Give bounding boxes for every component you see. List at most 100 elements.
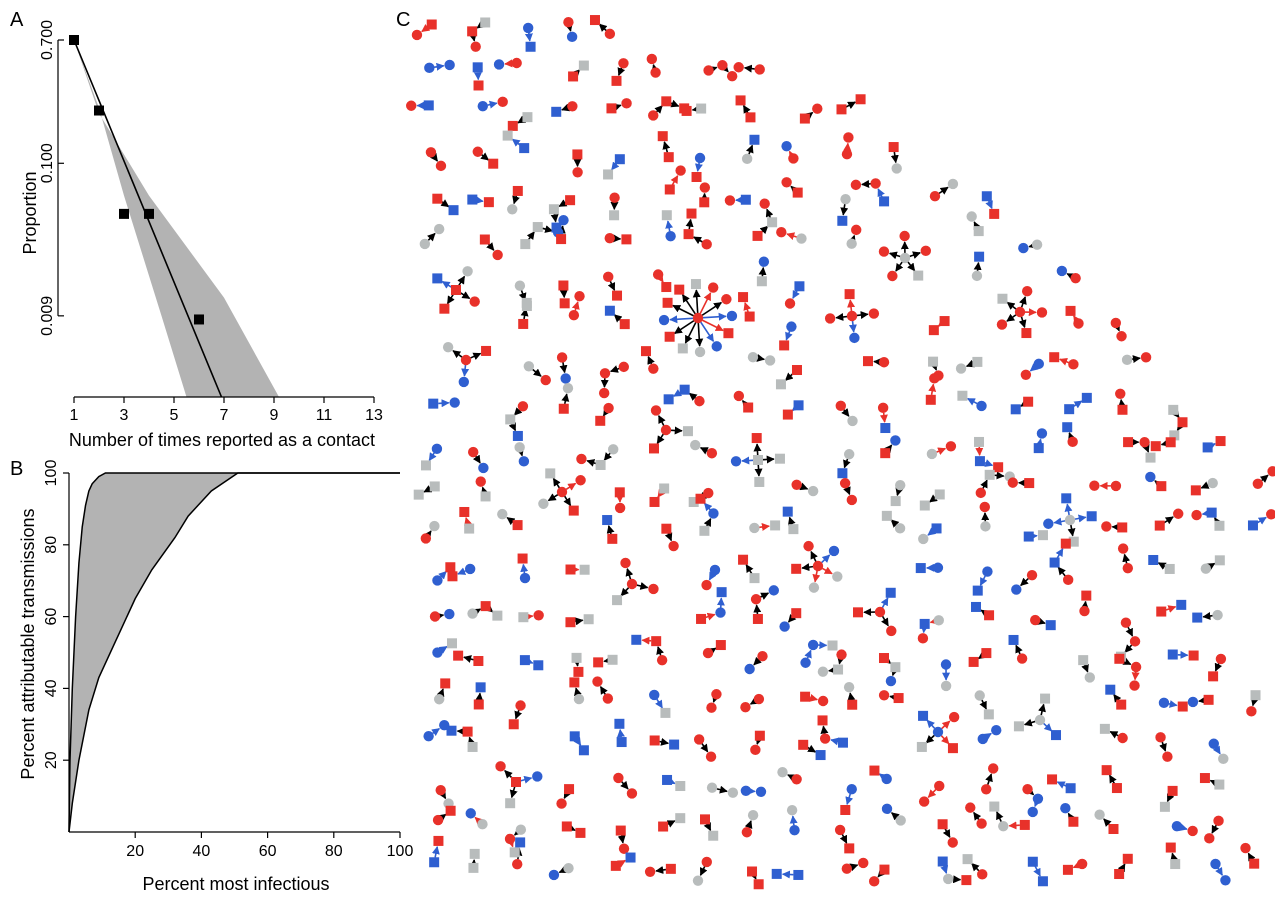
edge bbox=[429, 152, 439, 162]
node-square-r bbox=[1117, 404, 1128, 415]
x-axis-label-b: Percent most infectious bbox=[142, 874, 329, 894]
y-tick-label-a: 0.009 bbox=[39, 296, 56, 336]
node-circle-g bbox=[706, 782, 718, 793]
confidence-band-a bbox=[74, 40, 279, 397]
node-square-g bbox=[548, 204, 559, 215]
node-square-g bbox=[1168, 404, 1179, 415]
node-circle-r bbox=[724, 195, 736, 206]
node-circle-u bbox=[560, 373, 571, 384]
node-circle-g bbox=[891, 163, 902, 174]
node-circle-r bbox=[1129, 636, 1141, 647]
node-circle-g bbox=[442, 341, 454, 353]
node-circle-u bbox=[849, 332, 860, 344]
node-square-r bbox=[715, 640, 726, 651]
node-square-r bbox=[1024, 478, 1035, 489]
node-circle-g bbox=[419, 238, 431, 250]
edge bbox=[856, 311, 869, 320]
node-circle-r bbox=[858, 857, 869, 869]
edge bbox=[423, 530, 432, 540]
node-circle-r bbox=[692, 312, 704, 324]
node-square-r bbox=[433, 835, 444, 846]
node-square-r bbox=[558, 280, 569, 291]
band-area bbox=[74, 40, 279, 397]
edge bbox=[656, 646, 664, 656]
node-circle-r bbox=[784, 298, 796, 309]
edge bbox=[474, 816, 484, 826]
node-circle-u bbox=[532, 771, 543, 782]
node-square-r bbox=[558, 403, 569, 414]
node-square-g bbox=[595, 459, 606, 470]
edge bbox=[606, 525, 615, 535]
edge bbox=[928, 494, 938, 503]
x-tick-label-a: 7 bbox=[220, 407, 229, 424]
node-square-r bbox=[619, 319, 630, 330]
node-square-g bbox=[775, 379, 786, 390]
node-square-g bbox=[1145, 452, 1156, 463]
node-circle-u bbox=[548, 869, 560, 881]
edge bbox=[470, 352, 482, 361]
lower-curve bbox=[68, 472, 400, 833]
node-square-g bbox=[928, 356, 939, 367]
edge bbox=[693, 236, 703, 245]
node-circle-u bbox=[711, 341, 722, 352]
node-circle-g bbox=[433, 694, 445, 705]
node-square-u bbox=[1008, 634, 1019, 645]
node-square-r bbox=[738, 554, 749, 565]
node-square-u bbox=[1061, 493, 1072, 504]
edge bbox=[542, 225, 554, 233]
edge bbox=[1178, 823, 1188, 831]
node-square-g bbox=[579, 564, 590, 575]
node-square-r bbox=[512, 520, 523, 531]
node-square-r bbox=[561, 821, 572, 832]
node-square-g bbox=[609, 210, 620, 221]
node-circle-r bbox=[1213, 815, 1224, 827]
node-circle-r bbox=[1110, 480, 1122, 492]
node-square-r bbox=[1116, 699, 1127, 710]
node-circle-u bbox=[431, 443, 443, 455]
attributable-band-b bbox=[68, 472, 400, 833]
node-circle-u bbox=[1056, 265, 1068, 277]
edge bbox=[464, 516, 472, 526]
edge bbox=[1168, 700, 1178, 708]
edge bbox=[603, 656, 612, 664]
edge bbox=[847, 692, 856, 701]
node-circle-r bbox=[572, 167, 583, 178]
edge bbox=[716, 785, 728, 794]
node-circle-g bbox=[608, 444, 619, 455]
node-square-u bbox=[662, 774, 673, 785]
edge bbox=[441, 280, 453, 289]
node-circle-r bbox=[435, 160, 447, 172]
edge bbox=[452, 350, 463, 359]
node-square-u bbox=[815, 750, 826, 761]
x-tick-label-a: 5 bbox=[170, 407, 179, 424]
y-axis-label-a: Proportion bbox=[20, 171, 40, 254]
node-square-u bbox=[679, 384, 690, 395]
node-square-g bbox=[521, 297, 532, 308]
edge bbox=[1066, 273, 1076, 281]
node-circle-g bbox=[777, 766, 788, 778]
node-circle-r bbox=[741, 827, 753, 838]
points-a bbox=[69, 35, 204, 325]
node-square-g bbox=[749, 573, 760, 584]
node-circle-r bbox=[620, 557, 631, 569]
node-circle-g bbox=[467, 608, 478, 619]
node-circle-g bbox=[808, 582, 820, 593]
edge bbox=[620, 780, 629, 790]
node-circle-r bbox=[965, 802, 976, 813]
edge bbox=[1043, 722, 1053, 732]
node-square-u bbox=[631, 634, 642, 645]
node-circle-r bbox=[945, 441, 957, 452]
edge bbox=[744, 820, 753, 830]
edge bbox=[712, 693, 720, 703]
node-square-g bbox=[957, 390, 968, 401]
node-circle-r bbox=[740, 701, 751, 713]
node-circle-r bbox=[470, 41, 481, 52]
node-circle-r bbox=[609, 192, 620, 203]
node-square-u bbox=[1010, 404, 1021, 415]
x-tick-label-b: 100 bbox=[387, 843, 414, 860]
node-circle-g bbox=[1031, 239, 1043, 250]
edge bbox=[508, 422, 517, 432]
upper-curve bbox=[68, 472, 400, 833]
node-square-r bbox=[928, 325, 939, 336]
node-square-r bbox=[657, 131, 668, 142]
